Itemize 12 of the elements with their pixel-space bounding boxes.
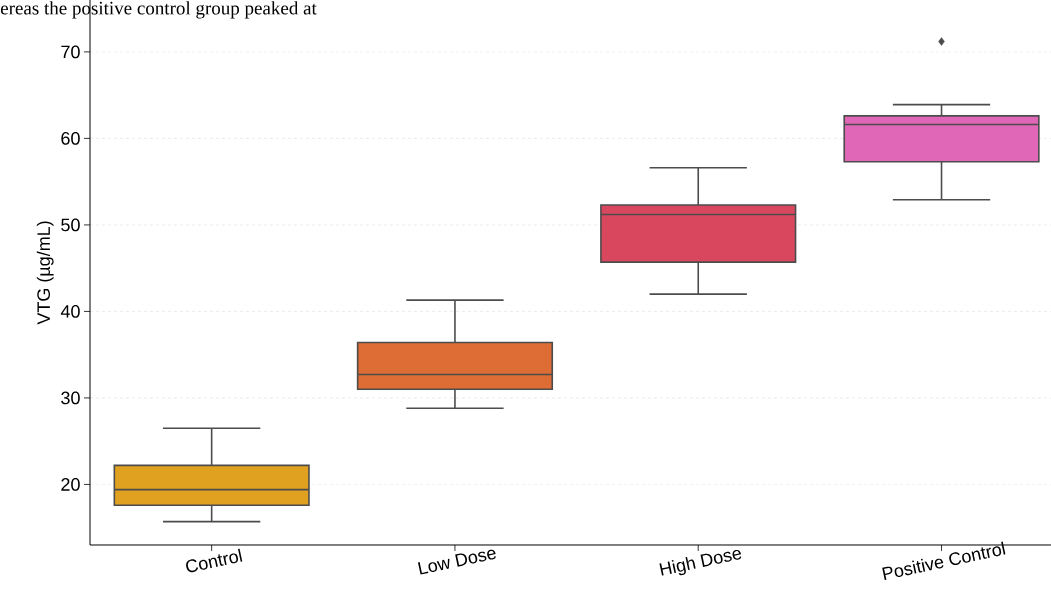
y-tick-label: 40 (60, 305, 80, 318)
x-tick-label: High Dose (659, 549, 742, 576)
y-tick-label: 20 (61, 478, 80, 491)
y-tick-label: 30 (61, 391, 80, 405)
y-axis-title: VTG (µg/mL) (36, 221, 54, 325)
y-tick-label: 50 (61, 218, 80, 232)
y-tick-label: 60 (61, 132, 80, 145)
y-tick-label: 70 (61, 45, 80, 59)
annotation: ereas the positive control group peaked at (0, 1, 317, 19)
x-tick-label: Positive Control (882, 541, 1006, 580)
x-tick-label: Control (186, 548, 243, 573)
x-tick-label: Low Dose (417, 549, 496, 575)
